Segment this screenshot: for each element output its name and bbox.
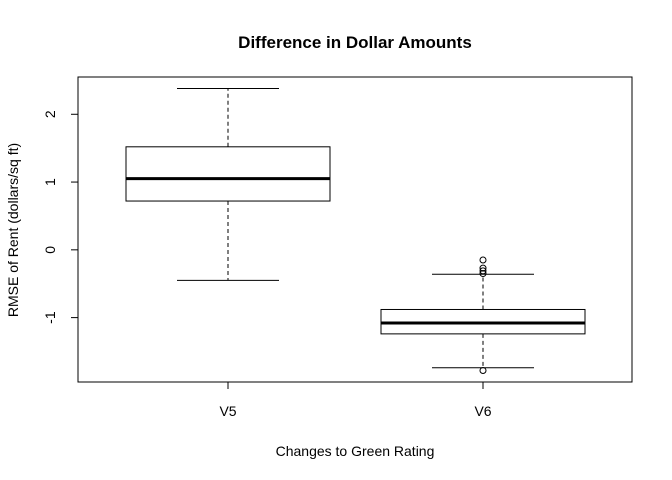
x-tick-label: V6 — [474, 403, 491, 419]
box-v5 — [125, 88, 331, 281]
y-tick-label: 1 — [42, 178, 58, 186]
y-axis: 2 1 0 -1 — [42, 110, 79, 324]
chart-title: Difference in Dollar Amounts — [238, 33, 472, 52]
outlier-point — [479, 256, 487, 264]
plot-frame — [77, 76, 633, 383]
y-tick-label: 2 — [42, 110, 58, 118]
y-tick-label: 0 — [42, 246, 58, 254]
outlier-point — [479, 270, 487, 278]
boxes-group — [125, 88, 586, 374]
box-v6 — [380, 256, 586, 374]
x-axis-label: Changes to Green Rating — [276, 443, 435, 459]
y-axis-label: RMSE of Rent (dollars/sq ft) — [5, 143, 21, 317]
outlier-point — [479, 264, 487, 272]
x-tick-label: V5 — [219, 403, 236, 419]
outlier-point — [479, 267, 487, 275]
y-tick-label: -1 — [42, 311, 58, 324]
iqr-box — [125, 146, 331, 202]
outlier-point — [479, 366, 487, 374]
x-axis: V5 V6 — [219, 381, 492, 419]
